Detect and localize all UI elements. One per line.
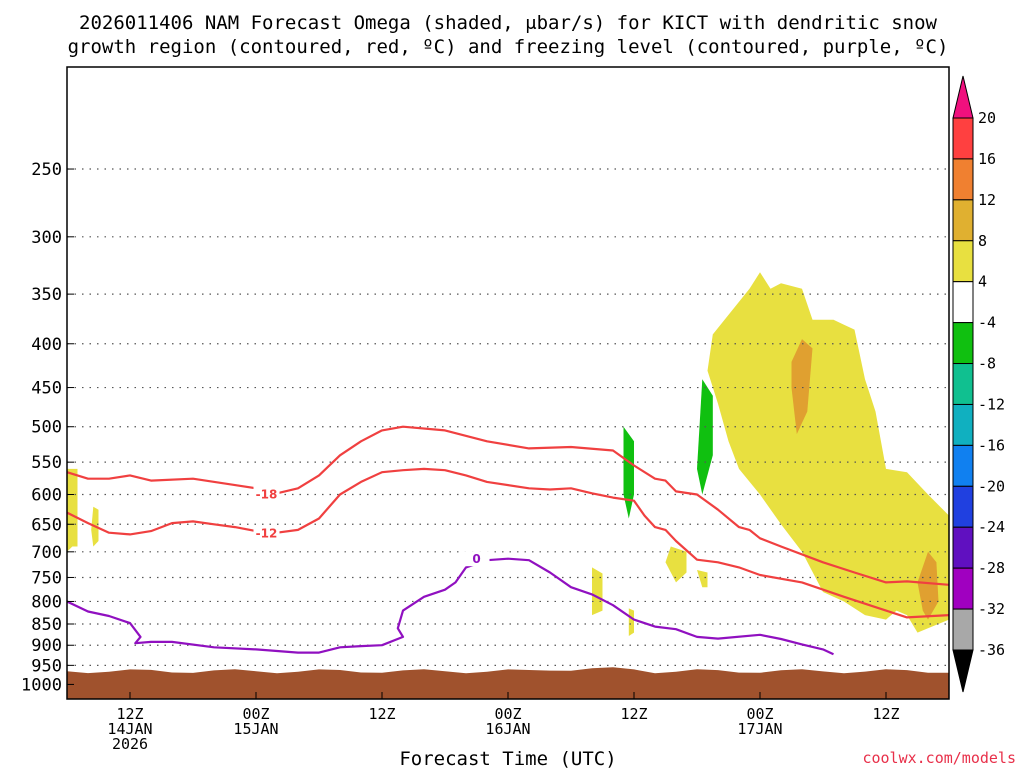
ground-layer xyxy=(67,667,949,699)
omega-fill-4 xyxy=(592,567,603,616)
ytick-label-550: 550 xyxy=(31,453,62,473)
colorbar-label-4: 4 xyxy=(978,273,987,291)
colorbar-swatch-10 xyxy=(952,485,974,528)
contour-label-1: -12 xyxy=(256,526,278,540)
colorbar-bottom-arrow xyxy=(952,649,974,693)
colorbar-swatch-8 xyxy=(952,403,974,446)
contour-line-2 xyxy=(67,557,834,656)
chart-title-line2: growth region (contoured, red, ºC) and f… xyxy=(68,36,949,58)
contour-label-bg-1 xyxy=(253,525,280,541)
ytick-label-600: 600 xyxy=(31,486,62,506)
colorbar-label-2: 12 xyxy=(978,191,996,209)
omega-fill-8 xyxy=(917,551,939,620)
colorbar-swatch-6 xyxy=(952,322,974,365)
xtick-label-78-0: 12Z xyxy=(872,705,899,723)
chart-title-line1: 2026011406 NAM Forecast Omega (shaded, μ… xyxy=(79,12,937,34)
contour-label-0: -18 xyxy=(256,488,278,502)
colorbar: 20 16 12 8 4 -4 -8 -12 -16 -20 -24 -28 -32 -36 xyxy=(952,75,1005,693)
xtick-label-18-0: 00Z xyxy=(242,705,269,723)
contour-label-bg-0 xyxy=(253,486,280,502)
colorbar-top-arrow xyxy=(952,75,974,119)
omega-fill-10 xyxy=(697,379,713,495)
ytick-label-300: 300 xyxy=(31,228,62,248)
colorbar-label-13: -36 xyxy=(978,641,1005,659)
y-axis: 2503003504004505005506006507007508008509… xyxy=(21,160,74,695)
contour-label-2: 0 xyxy=(472,552,480,566)
contour-label-bg-2 xyxy=(463,551,490,567)
xtick-label-42-0: 00Z xyxy=(494,705,521,723)
colorbar-label-9: -20 xyxy=(978,477,1005,495)
watermark: coolwx.com/models xyxy=(862,749,1016,767)
colorbar-label-11: -28 xyxy=(978,559,1005,577)
xtick-label-42-1: 16JAN xyxy=(485,720,530,738)
colorbar-swatch-2 xyxy=(952,158,974,201)
ytick-label-850: 850 xyxy=(31,615,62,635)
colorbar-swatch-7 xyxy=(952,363,974,405)
ytick-label-950: 950 xyxy=(31,656,62,676)
ytick-label-800: 800 xyxy=(31,592,62,612)
xtick-label-30-0: 12Z xyxy=(368,705,395,723)
colorbar-swatch-9 xyxy=(952,444,974,487)
omega-fill-0 xyxy=(707,272,949,633)
colorbar-label-6: -8 xyxy=(978,355,996,373)
x-axis-label: Forecast Time (UTC) xyxy=(399,748,616,768)
ground-surface xyxy=(67,667,949,699)
colorbar-label-0: 20 xyxy=(978,109,996,127)
xtick-label-54-0: 12Z xyxy=(620,705,647,723)
xtick-label-18-1: 15JAN xyxy=(233,720,278,738)
colorbar-label-5: -4 xyxy=(978,314,996,332)
omega-fill-3 xyxy=(665,546,687,583)
xtick-label-6-0: 12Z xyxy=(116,705,143,723)
ytick-label-650: 650 xyxy=(31,515,62,535)
ytick-label-900: 900 xyxy=(31,636,62,656)
colorbar-swatch-3 xyxy=(952,199,974,242)
colorbar-label-7: -12 xyxy=(978,395,1005,413)
omega-fill-1 xyxy=(67,468,78,552)
ytick-label-750: 750 xyxy=(31,568,62,588)
colorbar-swatch-5 xyxy=(952,281,974,324)
contour-layer: -18 -12 0 xyxy=(67,425,949,656)
colorbar-label-10: -24 xyxy=(978,518,1005,536)
omega-fill-9 xyxy=(623,426,634,519)
omega-fill-6 xyxy=(697,570,708,588)
omega-fill-7 xyxy=(791,339,813,435)
colorbar-swatch-1 xyxy=(952,117,974,160)
ytick-label-1000: 1000 xyxy=(21,675,62,695)
contour-line-0 xyxy=(67,425,949,586)
omega-fill-5 xyxy=(628,608,634,636)
ytick-label-400: 400 xyxy=(31,335,62,355)
contour-line-1 xyxy=(67,467,949,619)
colorbar-label-8: -16 xyxy=(978,436,1005,454)
ytick-label-450: 450 xyxy=(31,379,62,399)
ytick-label-500: 500 xyxy=(31,418,62,438)
ytick-label-700: 700 xyxy=(31,543,62,563)
colorbar-swatch-12 xyxy=(952,567,974,610)
xtick-label-66-1: 17JAN xyxy=(737,720,782,738)
colorbar-swatch-13 xyxy=(952,608,974,651)
colorbar-label-12: -32 xyxy=(978,600,1005,618)
colorbar-swatch-4 xyxy=(952,240,974,283)
colorbar-label-3: 8 xyxy=(978,232,987,250)
xtick-label-6-2: 2026 xyxy=(112,735,148,753)
xtick-label-66-0: 00Z xyxy=(746,705,773,723)
colorbar-swatch-11 xyxy=(952,526,974,569)
ytick-label-350: 350 xyxy=(31,285,62,305)
xtick-label-6-1: 14JAN xyxy=(107,720,152,738)
omega-shading-layer xyxy=(67,272,949,636)
ytick-label-250: 250 xyxy=(31,160,62,180)
colorbar-label-1: 16 xyxy=(978,150,996,168)
